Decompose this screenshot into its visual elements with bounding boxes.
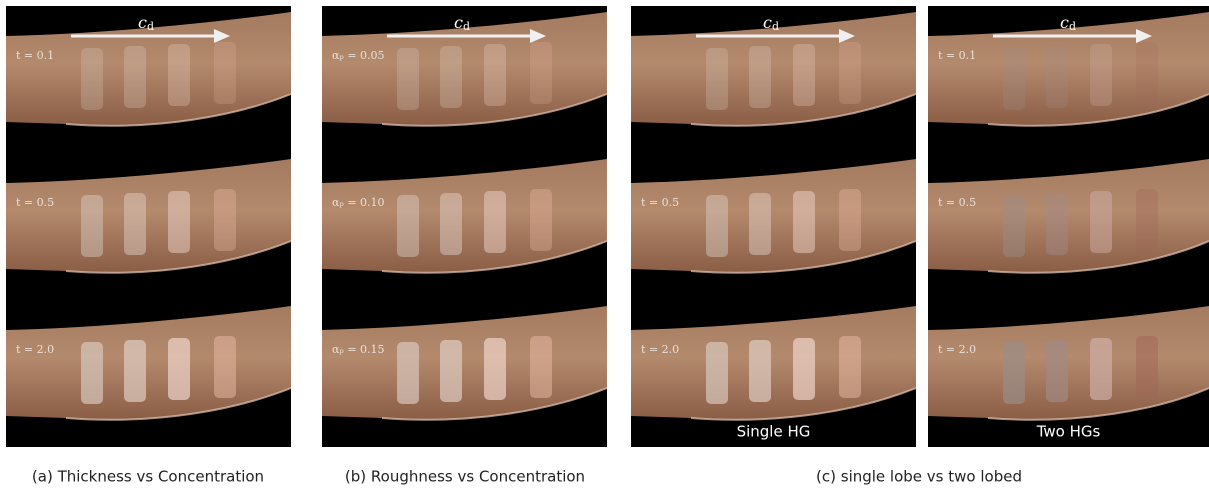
arrow-label-sub: d	[1069, 20, 1076, 33]
swatch	[124, 193, 146, 255]
row-label: αₚ = 0.05	[332, 49, 385, 62]
swatch	[706, 48, 728, 110]
swatch	[1090, 338, 1112, 400]
arrow-label-sub: d	[147, 20, 154, 33]
swatch	[1003, 48, 1025, 110]
swatch	[1090, 191, 1112, 253]
swatch	[1003, 195, 1025, 257]
swatch	[484, 191, 506, 253]
swatch	[1046, 46, 1068, 108]
row-label: t = 2.0	[938, 343, 976, 356]
swatch	[440, 193, 462, 255]
swatch	[484, 338, 506, 400]
panel: t = 0.1 t = 0.5 t = 2.0 cd Two HGs	[928, 6, 1209, 447]
arrow-label-main: c	[138, 13, 147, 32]
swatch	[214, 189, 236, 251]
swatch	[749, 46, 771, 108]
swatch	[124, 340, 146, 402]
swatch	[1003, 342, 1025, 404]
swatch	[214, 42, 236, 104]
swatch	[397, 342, 419, 404]
swatch	[839, 336, 861, 398]
swatch	[749, 340, 771, 402]
row-label: t = 0.5	[641, 196, 679, 209]
row-label: t = 2.0	[641, 343, 679, 356]
panel: αₚ = 0.05 αₚ = 0.10 αₚ = 0.15 cd	[322, 6, 607, 447]
panel: t = 0.5 t = 2.0 cd Single HG	[631, 6, 916, 447]
caption: (a) Thickness vs Concentration	[32, 468, 264, 486]
swatch	[484, 44, 506, 106]
swatch	[793, 338, 815, 400]
swatch	[1136, 189, 1158, 251]
caption: (c) single lobe vs two lobed	[816, 468, 1022, 486]
swatch	[1046, 340, 1068, 402]
caption: (b) Roughness vs Concentration	[345, 468, 585, 486]
swatch	[1136, 42, 1158, 104]
swatch	[168, 44, 190, 106]
arrow-label-main: c	[763, 13, 772, 32]
swatch	[839, 189, 861, 251]
row-label: t = 0.5	[938, 196, 976, 209]
swatch	[530, 336, 552, 398]
swatch	[1090, 44, 1112, 106]
swatch	[440, 46, 462, 108]
swatch	[839, 42, 861, 104]
swatch	[706, 195, 728, 257]
swatch	[397, 48, 419, 110]
swatch	[214, 336, 236, 398]
swatch	[81, 48, 103, 110]
swatch	[530, 189, 552, 251]
panel: t = 0.1 t = 0.5 t = 2.0 cd	[6, 6, 291, 447]
row-label: αₚ = 0.15	[332, 343, 385, 356]
swatch	[124, 46, 146, 108]
swatch	[749, 193, 771, 255]
overlay-label: Two HGs	[1036, 423, 1101, 441]
swatch	[168, 338, 190, 400]
swatch	[81, 195, 103, 257]
swatch	[530, 42, 552, 104]
arrow-label-main: c	[1060, 13, 1069, 32]
swatch	[706, 342, 728, 404]
swatch	[81, 342, 103, 404]
row-label: αₚ = 0.10	[332, 196, 385, 209]
swatch	[1136, 336, 1158, 398]
swatch	[1046, 193, 1068, 255]
swatch	[793, 44, 815, 106]
arrow-label-sub: d	[772, 20, 779, 33]
figure: (a) Thickness vs Concentration (b) Rough…	[0, 0, 1209, 488]
overlay-label: Single HG	[737, 423, 811, 441]
swatch	[793, 191, 815, 253]
row-label: t = 0.5	[16, 196, 54, 209]
swatch	[397, 195, 419, 257]
row-label: t = 0.1	[938, 49, 976, 62]
swatch	[440, 340, 462, 402]
row-label: t = 0.1	[16, 49, 54, 62]
swatch	[168, 191, 190, 253]
row-label: t = 2.0	[16, 343, 54, 356]
arrow-label-sub: d	[463, 20, 470, 33]
arrow-label-main: c	[454, 13, 463, 32]
